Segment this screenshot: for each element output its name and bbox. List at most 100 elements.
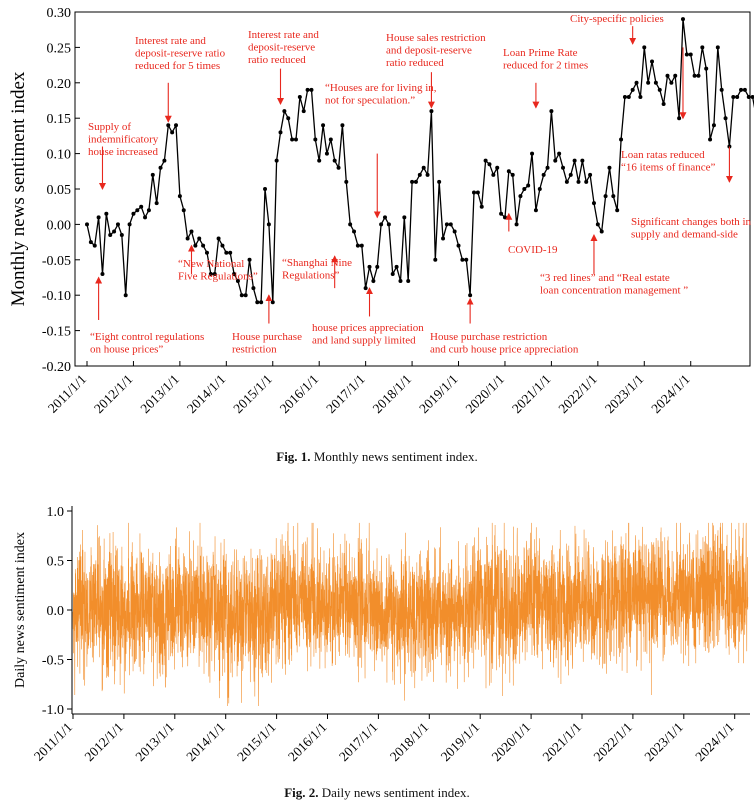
- data-point: [228, 250, 233, 255]
- figure-2-caption-text: Daily news sentiment index.: [321, 785, 470, 800]
- data-point: [588, 172, 593, 177]
- y-tick-label: 0.05: [47, 183, 72, 198]
- data-point: [661, 102, 666, 107]
- data-point: [425, 172, 430, 177]
- x-tick-label: 2019/1/1: [416, 372, 461, 417]
- data-point: [317, 158, 322, 163]
- x-tick-label: 2020/1/1: [463, 372, 508, 417]
- data-point: [394, 264, 399, 269]
- data-point: [696, 73, 701, 78]
- data-point: [561, 165, 566, 170]
- y-tick-label: 0.30: [47, 6, 72, 21]
- daily-series-line: [72, 522, 749, 707]
- data-point: [212, 271, 217, 276]
- data-point: [367, 264, 372, 269]
- data-point: [263, 187, 268, 191]
- annotation-text: Interest rate and: [248, 29, 319, 41]
- data-point: [382, 215, 387, 220]
- data-point: [510, 172, 515, 177]
- y-tick-label: -0.15: [42, 325, 71, 340]
- data-point: [472, 190, 476, 195]
- data-point: [352, 229, 357, 234]
- data-point: [402, 215, 407, 220]
- data-point: [607, 165, 612, 170]
- data-point: [166, 123, 171, 128]
- data-point: [591, 201, 596, 206]
- data-point: [208, 271, 213, 276]
- data-point: [170, 130, 175, 135]
- data-point: [526, 183, 531, 188]
- annotation-text: “Eight control regulations: [90, 331, 204, 343]
- data-point: [417, 172, 422, 177]
- data-point: [131, 211, 136, 216]
- data-point: [270, 300, 275, 305]
- data-point: [185, 236, 190, 241]
- annotation-text: Five Regulations”: [178, 271, 258, 283]
- data-point: [615, 208, 620, 213]
- figure-2-caption: Fig. 2. Daily news sentiment index.: [0, 785, 754, 801]
- data-point: [619, 137, 624, 142]
- data-point: [441, 236, 446, 241]
- data-point: [224, 250, 229, 255]
- data-point: [483, 158, 488, 163]
- data-point: [626, 94, 631, 99]
- data-point: [336, 165, 341, 170]
- data-point: [669, 80, 674, 85]
- data-point: [533, 208, 538, 213]
- x-tick-label: 2013/1/1: [137, 372, 182, 417]
- data-point: [553, 158, 558, 163]
- data-point: [657, 87, 662, 92]
- data-point: [390, 271, 395, 276]
- data-point: [158, 165, 163, 170]
- data-point: [433, 257, 438, 262]
- data-point: [576, 179, 581, 184]
- annotation-text: and deposit-reserve: [386, 45, 472, 57]
- annotation-text: Supply of: [88, 121, 131, 133]
- data-point: [742, 87, 747, 92]
- data-point: [247, 257, 252, 262]
- data-point: [235, 279, 240, 284]
- annotation-text: “16 items of finance”: [621, 162, 715, 174]
- data-point: [255, 300, 260, 305]
- data-point: [85, 222, 89, 227]
- figure-1-label: Fig. 1.: [276, 449, 311, 464]
- figure-1-caption-text: Monthly news sentiment index.: [313, 449, 478, 464]
- data-point: [429, 109, 434, 114]
- data-point: [688, 52, 693, 57]
- annotation-text: deposit-reserve: [248, 42, 315, 54]
- data-point: [259, 300, 264, 305]
- annotation-text: COVID-19: [508, 244, 558, 256]
- y-tick-label: -1.0: [42, 703, 64, 718]
- y-tick-label: 0.5: [47, 555, 65, 570]
- data-point: [359, 243, 364, 248]
- data-point: [638, 94, 643, 99]
- data-point: [413, 179, 418, 184]
- data-point: [448, 222, 453, 227]
- annotation-text: reduced for 5 times: [135, 60, 220, 72]
- data-point: [193, 243, 198, 248]
- annotation-text: on house prices”: [90, 344, 163, 356]
- figure-1-caption: Fig. 1. Monthly news sentiment index.: [0, 449, 754, 465]
- annotation-text: ratio reduced: [386, 57, 444, 69]
- data-point: [673, 73, 678, 78]
- data-point: [557, 151, 562, 156]
- y-tick-label: 0.10: [47, 148, 72, 163]
- data-point: [313, 137, 318, 142]
- x-tick-label: 2017/1/1: [336, 720, 381, 765]
- data-point: [421, 165, 426, 170]
- data-point: [468, 293, 473, 298]
- annotation-text: and land supply limited: [312, 335, 416, 347]
- data-point: [545, 165, 550, 170]
- data-point: [301, 109, 306, 114]
- data-point: [127, 222, 132, 227]
- data-point: [622, 94, 627, 99]
- data-point: [119, 233, 124, 238]
- data-point: [650, 59, 655, 64]
- data-point: [444, 222, 449, 227]
- data-point: [692, 73, 697, 78]
- data-point: [584, 179, 589, 184]
- data-point: [278, 130, 283, 135]
- x-tick-label: 2022/1/1: [555, 372, 600, 417]
- data-point: [232, 271, 237, 276]
- data-point: [603, 194, 608, 199]
